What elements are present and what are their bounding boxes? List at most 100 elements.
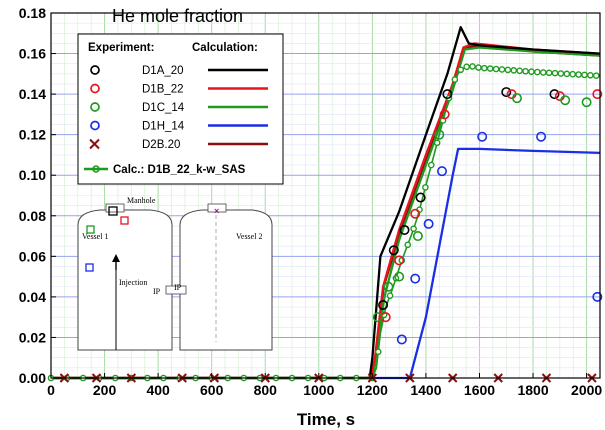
inset-label-vessel1: Vessel 1 [82,232,108,241]
x-tick-label: 1000 [303,382,334,398]
legend-experiment-header: Experiment: [88,42,154,54]
y-tick-label: 0.00 [19,370,46,386]
sas-marker [469,63,476,70]
inset-label-injection: Injection [119,278,147,287]
legend-box [77,33,284,185]
sas-marker [545,69,553,77]
exp-marker-d1h-14 [592,291,603,302]
sas-marker [557,70,565,77]
legend-extra-label: Calc.: D1B_22_k-w_SAS [113,164,246,176]
legend-marker-0 [90,65,100,75]
x-tick-label: 2000 [571,382,602,398]
vessel-2 [179,209,273,351]
exp-marker-d1c-14 [372,312,383,323]
interconnecting-pipe [165,285,187,295]
sas-marker [581,71,588,79]
x-tick-label: 1600 [464,382,495,398]
x-tick-label: 600 [200,382,224,398]
sensor-d1h [85,263,94,272]
exp-marker-d1b-22 [410,208,421,219]
exp-marker-d1h-14 [477,131,488,142]
series-lines [51,26,601,380]
exp-marker-d1b-22 [592,89,603,100]
legend-marker-2 [90,102,100,112]
inset-label-ip-left: IP [153,287,161,296]
exp-marker-d1a-20 [399,224,410,235]
exp-marker-d1a-20 [442,89,453,100]
exp-marker-d1h-14 [410,273,421,284]
sas-marker [575,71,582,78]
legend-marker-4 [89,138,100,150]
series-line-d1h-14 [51,147,601,380]
sas-marker [504,66,512,74]
sas-marker [451,76,459,83]
sas-marker [374,348,382,356]
x-tick-label: 200 [93,382,117,398]
exp-marker-d1a-20 [378,299,389,310]
exp-marker-d1a-20 [388,245,399,256]
sensor-d2b: × [214,206,219,216]
legend-label-2: D1C_14 [142,102,185,114]
sas-marker [486,65,494,72]
sas-marker [386,292,394,299]
series-line-d1c-14 [51,46,601,380]
exp-marker-d1c-14 [394,271,405,282]
x-tick-label: 1800 [517,382,548,398]
vessel-1 [77,209,173,351]
ticks: 0 200 400 600 800 1000 1200 1400 1600 1800 2000 0.0… [19,5,603,398]
sas-marker [498,66,506,73]
exp-marker-d1c-14 [511,93,522,104]
legend-label-0: D1A_20 [142,65,184,77]
sas-marker [510,67,518,74]
exp-marker-d1c-14 [412,231,423,242]
legend: Experiment: Calculation: D1A_20 D1B_22 D1C… [77,33,284,185]
sas-marker [463,63,470,71]
legend-entries: D1A_20 D1B_22 D1C_14 D1H_14 D2B.20 [89,65,268,151]
inset-label-ip-right: IP [174,283,182,292]
sas-marker [528,68,535,75]
x-tick-label: 400 [146,382,170,398]
sas-marker [563,70,571,78]
x-tick-label: 800 [254,382,278,398]
y-tick-label: 0.10 [19,167,46,183]
sas-marker [410,225,417,233]
exp-marker-d1c-14 [383,281,394,292]
series-line-d1a-20 [51,26,601,380]
sas-marker [516,67,523,75]
sas-marker [539,69,547,76]
y-tick-label: 0.14 [19,86,46,102]
sas-marker [522,67,529,75]
vessel-diagram: × Manhole Vessel 1 Vessel 2 Injection IP… [77,196,273,351]
exp-marker-d1h-14 [423,218,434,229]
x-tick-label: 1200 [357,382,388,398]
exp-marker-d1c-14 [581,97,592,108]
exp-marker-d1a-20 [501,87,512,98]
manhole-2 [207,203,227,213]
x-axis-title: Time, s [297,410,355,429]
exp-marker-d1c-14 [560,95,571,106]
y-tick-label: 0.16 [19,46,46,62]
y-tick-label: 0.06 [19,248,46,264]
sas-marker [551,69,559,77]
inset-label-manhole: Manhole [127,196,156,205]
sensor-d1a [108,206,118,216]
injection-arrowhead [112,254,120,262]
chart-title: He mole fraction [112,6,243,26]
legend-calculation-header: Calculation: [192,42,258,54]
exp-marker-d1b-22 [439,109,450,120]
legend-label-4: D2B.20 [142,139,180,151]
exp-marker-d1b-22 [394,255,405,266]
sas-marker [534,68,541,76]
sas-marker [422,184,429,191]
sas-marker [592,72,600,79]
inset-label-vessel2: Vessel 2 [236,232,262,241]
legend-label-1: D1B_22 [142,84,184,96]
sas-marker [492,65,500,73]
exp-marker-d1h-14 [436,166,447,177]
sas-marker [587,71,594,79]
sas-marker [481,64,488,72]
sas-marker [569,70,576,78]
exp-marker-d1a-20 [415,192,426,203]
legend-extra-marker [92,165,100,173]
